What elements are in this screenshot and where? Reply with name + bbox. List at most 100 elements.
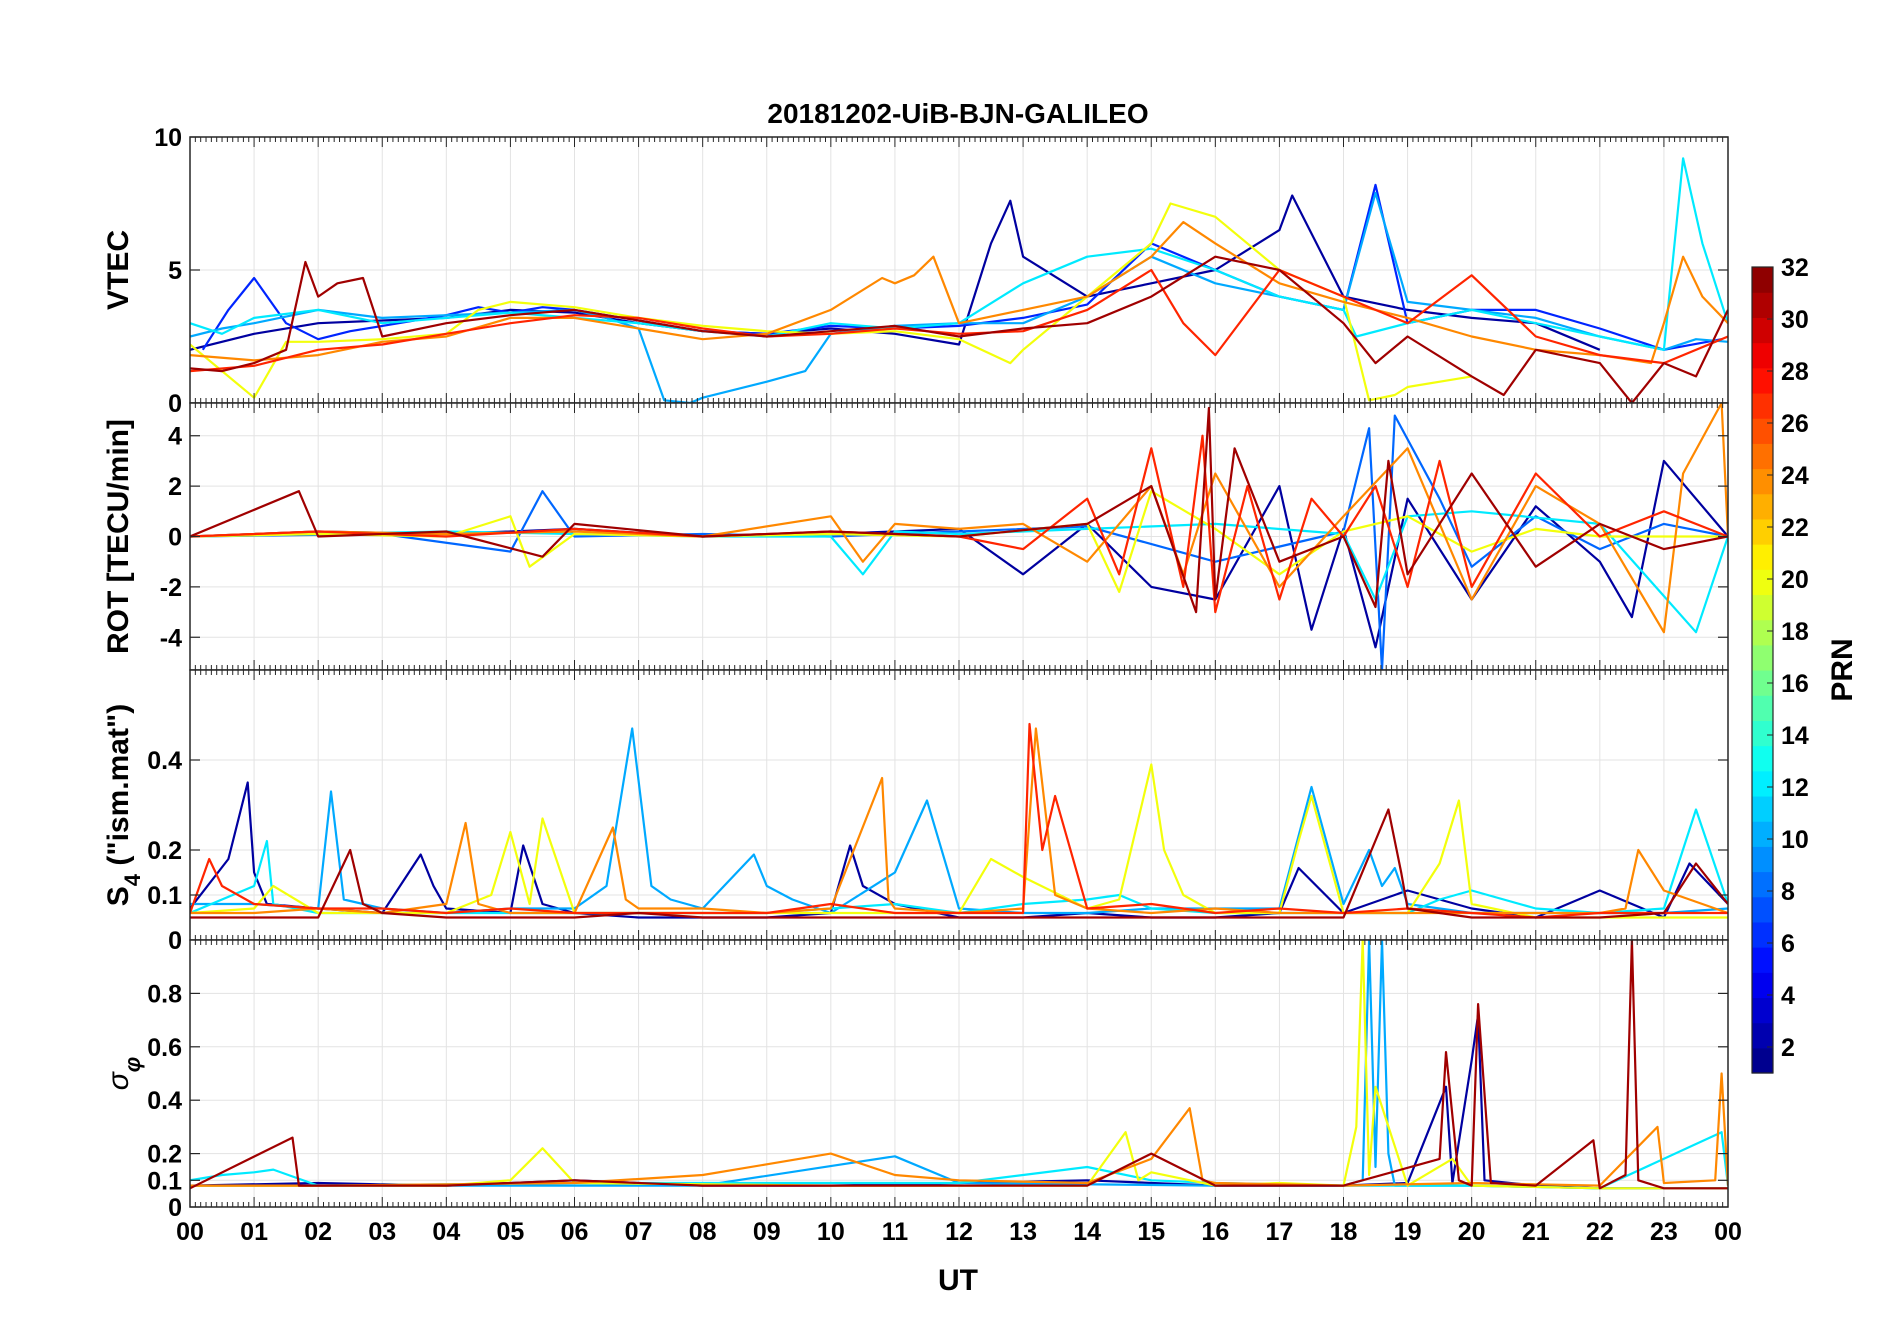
panel-vtec: 0 5 10 VTEC: [102, 124, 1729, 418]
x-tick-label: 19: [1394, 1218, 1422, 1246]
colorbar-label: PRN: [1826, 638, 1859, 701]
x-tick-label: 06: [561, 1218, 589, 1246]
colorbar-level: [1752, 544, 1773, 570]
colorbar-tick-label: 30: [1781, 306, 1809, 334]
colorbar-tick-label: 26: [1781, 410, 1809, 438]
colorbar-level: [1752, 292, 1773, 318]
series-prn-24: [190, 727, 1728, 915]
y-tick-label: -4: [160, 624, 182, 652]
series-prn-31: [190, 808, 1728, 919]
panel-s4: 0 0.1 0.2 0.4S4 ("ism.mat"): [102, 669, 1729, 955]
x-tick-label: 01: [240, 1218, 268, 1246]
colorbar-tick-label: 14: [1781, 722, 1809, 750]
colorbar-tick-label: 12: [1781, 774, 1809, 802]
colorbar-level: [1752, 493, 1773, 520]
x-tick-label: 23: [1650, 1218, 1678, 1246]
y-tick-label: 0.4: [147, 1087, 182, 1115]
series-group: [190, 722, 1728, 919]
colorbar-tick-label: 20: [1781, 566, 1809, 594]
colorbar-tick-label: 32: [1781, 254, 1809, 282]
colorbar-level: [1752, 947, 1773, 973]
colorbar-level: [1752, 846, 1773, 873]
series-prn-24: [190, 1072, 1728, 1187]
colorbar-level: [1752, 267, 1773, 293]
x-tick-label: 11: [882, 1218, 909, 1246]
y-tick-label: 0: [168, 390, 182, 418]
series-group: [190, 940, 1728, 1190]
x-tick-label: 04: [432, 1218, 460, 1246]
y-tick-label: -2: [160, 574, 182, 602]
colorbar-tick-label: 2: [1781, 1034, 1795, 1062]
colorbar-tick-label: 28: [1781, 358, 1809, 386]
colorbar-level: [1752, 997, 1773, 1024]
y-tick-label: 2: [168, 473, 182, 501]
x-tick-label: 13: [1009, 1218, 1037, 1246]
colorbar-tick-label: 10: [1781, 826, 1809, 854]
y-tick-label: 0.1: [147, 882, 182, 910]
x-tick-label: 20: [1458, 1218, 1486, 1246]
series-prn-10: [190, 191, 1728, 403]
y-tick-label: 0.4: [147, 747, 182, 775]
series-prn-12: [190, 510, 1728, 634]
colorbar-level: [1752, 1047, 1773, 1074]
colorbar-tick-label: 18: [1781, 618, 1809, 646]
series-prn-31: [190, 406, 1728, 614]
colorbar-level: [1752, 569, 1773, 596]
y-tick-label: 5: [168, 257, 182, 285]
colorbar-level: [1752, 745, 1773, 772]
y-tick-label: 0.1: [147, 1167, 182, 1195]
y-tick-label: 0: [168, 524, 182, 552]
x-tick-label: 08: [689, 1218, 717, 1246]
x-tick-label: 17: [1266, 1218, 1294, 1246]
series-prn-24: [190, 221, 1728, 365]
y-axis-label: ROT [TECU/min]: [102, 419, 135, 654]
x-tick-label: 02: [304, 1218, 332, 1246]
y-axis-label: VTEC: [102, 230, 135, 310]
panel-sigma: 00.10.2 0.4 0.6 0.8 σφ: [102, 939, 1729, 1222]
colorbar-level: [1752, 317, 1773, 344]
x-tick-label: 03: [368, 1218, 396, 1246]
chart-title: 20181202-UiB-BJN-GALILEO: [767, 98, 1148, 129]
colorbar-frame: [1751, 266, 1774, 1074]
colorbar-level: [1752, 619, 1773, 646]
series-prn-20: [190, 763, 1728, 919]
colorbar-level: [1752, 720, 1773, 747]
colorbar-level: [1752, 518, 1773, 545]
colorbar-level: [1752, 392, 1773, 419]
colorbar-level: [1752, 972, 1773, 999]
colorbar-tick-label: 16: [1781, 670, 1809, 698]
y-axis-label: σφ: [102, 1057, 145, 1091]
colorbar-tick-label: 8: [1781, 878, 1795, 906]
series-group: [190, 157, 1728, 403]
x-tick-label: 18: [1330, 1218, 1358, 1246]
colorbar-level: [1752, 418, 1773, 444]
colorbar-level: [1752, 1022, 1773, 1049]
colorbar-level: [1752, 644, 1773, 671]
x-tick-label: 14: [1073, 1218, 1101, 1246]
panel-rot: -4 -2 0 2 4 ROT [TECU/min]: [102, 402, 1729, 671]
x-tick-label: 07: [625, 1218, 653, 1246]
series-group: [190, 403, 1728, 670]
y-axis-label: S4 ("ism.mat"): [102, 704, 145, 906]
x-tick-label: 09: [753, 1218, 781, 1246]
colorbar-level: [1752, 468, 1773, 495]
series-prn-31: [190, 940, 1728, 1190]
y-tick-label: 4: [168, 423, 182, 451]
colorbar-level: [1752, 342, 1773, 369]
colorbar-level: [1752, 770, 1773, 797]
y-tick-label: 0.2: [147, 1141, 182, 1169]
colorbar-level: [1752, 670, 1773, 696]
y-tick-label: 10: [154, 124, 182, 152]
colorbar-level: [1752, 594, 1773, 621]
colorbar-level: [1752, 921, 1773, 948]
x-tick-label: 00: [176, 1218, 204, 1246]
x-tick-label: 21: [1522, 1218, 1550, 1246]
colorbar-level: [1752, 896, 1773, 923]
colorbar-tick-label: 22: [1781, 514, 1809, 542]
colorbar-level: [1752, 821, 1773, 847]
y-tick-label: 0: [168, 1194, 182, 1222]
colorbar-tick-label: 4: [1781, 982, 1795, 1010]
y-tick-label: 0.8: [147, 980, 182, 1008]
